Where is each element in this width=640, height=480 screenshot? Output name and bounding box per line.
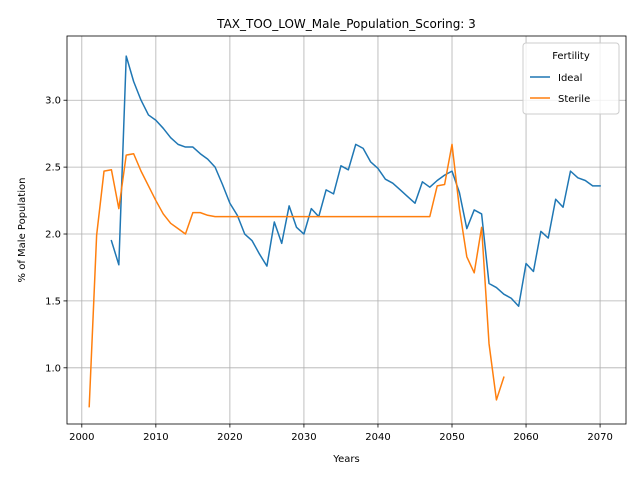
y-tick-label: 2.0 <box>45 230 61 241</box>
legend: Fertility Ideal Sterile <box>523 43 619 114</box>
y-tick-label: 2.5 <box>45 163 61 174</box>
y-tick-label: 1.0 <box>45 363 61 374</box>
legend-title: Fertility <box>552 51 590 62</box>
x-tick-label: 2000 <box>69 432 94 443</box>
y-axis-label: % of Male Population <box>17 178 28 283</box>
chart-title: TAX_TOO_LOW_Male_Population_Scoring: 3 <box>216 17 476 31</box>
legend-label-ideal: Ideal <box>558 73 582 84</box>
x-tick-label: 2040 <box>365 432 390 443</box>
legend-label-sterile: Sterile <box>558 94 590 105</box>
x-tick-label: 2070 <box>587 432 612 443</box>
x-tick-label: 2050 <box>439 432 464 443</box>
x-tick-label: 2010 <box>143 432 168 443</box>
x-axis-label: Years <box>332 454 359 465</box>
y-tick-label: 3.0 <box>45 96 61 107</box>
x-tick-label: 2030 <box>291 432 316 443</box>
x-tick-label: 2060 <box>513 432 538 443</box>
x-tick-label: 2020 <box>217 432 242 443</box>
y-tick-label: 1.5 <box>45 296 61 307</box>
